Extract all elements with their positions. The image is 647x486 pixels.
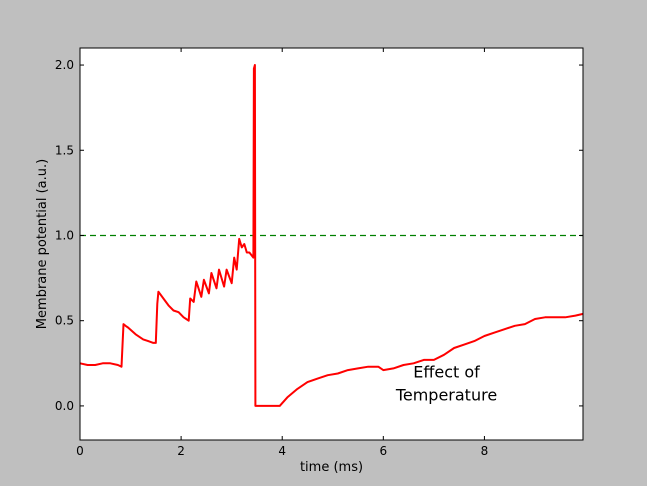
x-tick-label: 4 (278, 444, 286, 458)
x-tick-label: 0 (76, 444, 84, 458)
x-tick-label: 6 (379, 444, 387, 458)
y-ticks: 0.0 0.5 1.0 1.5 2.0 (55, 58, 583, 413)
annotation-line-0: Effect of (413, 362, 480, 381)
plot-area (80, 48, 583, 440)
y-tick-label: 1.5 (55, 143, 74, 157)
plot-frame (79, 47, 584, 441)
series-layer (79, 64, 584, 407)
y-tick-label: 0.0 (55, 399, 74, 413)
y-tick-label: 1.0 (55, 228, 74, 242)
x-ticks: 0 2 4 6 8 (76, 48, 488, 458)
y-tick-label: 2.0 (55, 58, 74, 72)
y-axis-label: Membrane potential (a.u.) (35, 159, 50, 329)
x-axis-label: time (ms) (300, 460, 363, 475)
series-line-0 (79, 64, 584, 407)
x-tick-label: 8 (481, 444, 489, 458)
y-tick-label: 0.5 (55, 314, 74, 328)
annotation-line-1: Temperature (395, 385, 497, 404)
x-tick-label: 2 (177, 444, 185, 458)
annotation: Effect of Temperature (395, 362, 497, 404)
